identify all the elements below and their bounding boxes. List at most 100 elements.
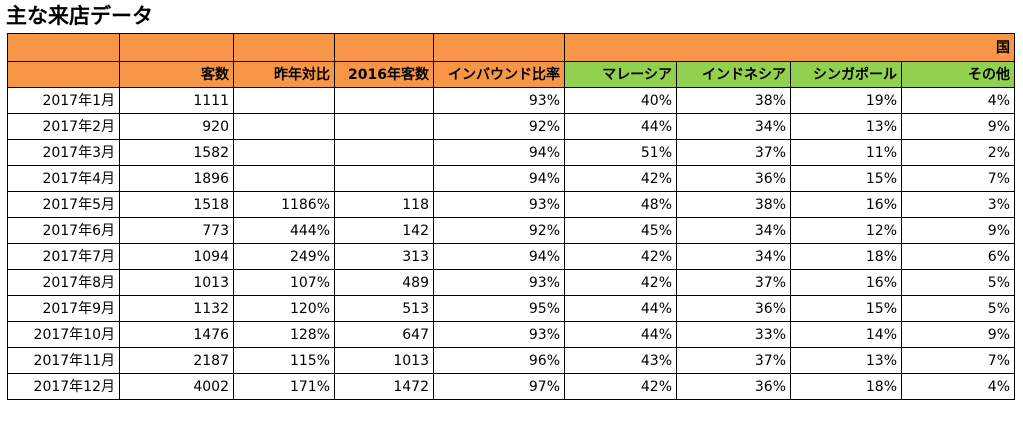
table-row: 2017年8月 1013 107% 489 93% 42% 37% 16% 5% bbox=[7, 269, 1015, 296]
table-row: 2017年9月 1132 120% 513 95% 44% 36% 15% 5% bbox=[7, 295, 1015, 322]
cell-yoy bbox=[233, 165, 335, 192]
cell-indonesia: 37% bbox=[676, 269, 791, 296]
cell-inbound-ratio: 95% bbox=[433, 295, 565, 322]
page-title: 主な来店データ bbox=[6, 4, 153, 28]
cell-inbound-ratio: 92% bbox=[433, 217, 565, 244]
cell-singapore: 19% bbox=[790, 87, 902, 114]
cell-singapore: 13% bbox=[790, 113, 902, 140]
cell-2016-visitors: 489 bbox=[334, 269, 434, 296]
cell-2016-visitors bbox=[334, 139, 434, 166]
table-row: 2017年10月 1476 128% 647 93% 44% 33% 14% 9% bbox=[7, 321, 1015, 348]
cell-malaysia: 51% bbox=[564, 139, 677, 166]
cell-month: 2017年10月 bbox=[7, 321, 120, 348]
cell-2016-visitors: 513 bbox=[334, 295, 434, 322]
cell-inbound-ratio: 94% bbox=[433, 243, 565, 270]
cell-malaysia: 42% bbox=[564, 269, 677, 296]
cell-singapore: 12% bbox=[790, 217, 902, 244]
table-row: 2017年5月 1518 1186% 118 93% 48% 38% 16% 3% bbox=[7, 191, 1015, 218]
cell-malaysia: 43% bbox=[564, 347, 677, 374]
cell-malaysia: 40% bbox=[564, 87, 677, 114]
cell-indonesia: 34% bbox=[676, 113, 791, 140]
cell-month: 2017年3月 bbox=[7, 139, 120, 166]
header-spacer bbox=[334, 33, 434, 62]
cell-indonesia: 34% bbox=[676, 217, 791, 244]
column-header-indonesia: インドネシア bbox=[676, 61, 791, 88]
header-spacer bbox=[433, 33, 565, 62]
cell-indonesia: 33% bbox=[676, 321, 791, 348]
cell-singapore: 16% bbox=[790, 269, 902, 296]
cell-singapore: 13% bbox=[790, 347, 902, 374]
cell-yoy: 120% bbox=[233, 295, 335, 322]
cell-visitors: 1582 bbox=[119, 139, 234, 166]
cell-2016-visitors bbox=[334, 113, 434, 140]
column-header-2016-visitors: 2016年客数 bbox=[334, 61, 434, 88]
cell-other: 5% bbox=[901, 295, 1015, 322]
store-visit-table: 国 客数 昨年対比 2016年客数 インバウンド比率 マレーシア インドネシア … bbox=[7, 33, 1015, 400]
cell-month: 2017年7月 bbox=[7, 243, 120, 270]
cell-visitors: 1518 bbox=[119, 191, 234, 218]
cell-inbound-ratio: 94% bbox=[433, 165, 565, 192]
column-header-other: その他 bbox=[901, 61, 1015, 88]
cell-indonesia: 36% bbox=[676, 295, 791, 322]
cell-yoy: 171% bbox=[233, 373, 335, 400]
cell-singapore: 14% bbox=[790, 321, 902, 348]
cell-inbound-ratio: 92% bbox=[433, 113, 565, 140]
cell-singapore: 11% bbox=[790, 139, 902, 166]
cell-singapore: 16% bbox=[790, 191, 902, 218]
column-header-visitors: 客数 bbox=[119, 61, 234, 88]
cell-month: 2017年4月 bbox=[7, 165, 120, 192]
cell-singapore: 15% bbox=[790, 295, 902, 322]
cell-visitors: 1111 bbox=[119, 87, 234, 114]
cell-month: 2017年12月 bbox=[7, 373, 120, 400]
cell-visitors: 1132 bbox=[119, 295, 234, 322]
cell-visitors: 4002 bbox=[119, 373, 234, 400]
cell-visitors: 1896 bbox=[119, 165, 234, 192]
cell-inbound-ratio: 96% bbox=[433, 347, 565, 374]
cell-2016-visitors bbox=[334, 165, 434, 192]
cell-yoy: 128% bbox=[233, 321, 335, 348]
cell-visitors: 1094 bbox=[119, 243, 234, 270]
table-row: 2017年1月 1111 93% 40% 38% 19% 4% bbox=[7, 87, 1015, 114]
cell-indonesia: 36% bbox=[676, 373, 791, 400]
cell-singapore: 15% bbox=[790, 165, 902, 192]
cell-yoy bbox=[233, 87, 335, 114]
cell-other: 9% bbox=[901, 113, 1015, 140]
cell-2016-visitors: 142 bbox=[334, 217, 434, 244]
cell-month: 2017年5月 bbox=[7, 191, 120, 218]
cell-malaysia: 42% bbox=[564, 373, 677, 400]
cell-other: 2% bbox=[901, 139, 1015, 166]
cell-inbound-ratio: 97% bbox=[433, 373, 565, 400]
cell-visitors: 1476 bbox=[119, 321, 234, 348]
cell-2016-visitors: 118 bbox=[334, 191, 434, 218]
cell-inbound-ratio: 93% bbox=[433, 269, 565, 296]
cell-month: 2017年9月 bbox=[7, 295, 120, 322]
header-row-group: 国 bbox=[7, 33, 1015, 62]
cell-malaysia: 44% bbox=[564, 321, 677, 348]
table-row: 2017年2月 920 92% 44% 34% 13% 9% bbox=[7, 113, 1015, 140]
cell-month: 2017年1月 bbox=[7, 87, 120, 114]
header-spacer bbox=[233, 33, 335, 62]
column-header-month bbox=[7, 61, 120, 88]
cell-visitors: 773 bbox=[119, 217, 234, 244]
cell-2016-visitors: 1013 bbox=[334, 347, 434, 374]
cell-other: 6% bbox=[901, 243, 1015, 270]
table-row: 2017年3月 1582 94% 51% 37% 11% 2% bbox=[7, 139, 1015, 166]
cell-other: 9% bbox=[901, 217, 1015, 244]
cell-indonesia: 37% bbox=[676, 347, 791, 374]
cell-inbound-ratio: 94% bbox=[433, 139, 565, 166]
cell-malaysia: 48% bbox=[564, 191, 677, 218]
table-row: 2017年11月 2187 115% 1013 96% 43% 37% 13% 7% bbox=[7, 347, 1015, 374]
cell-2016-visitors: 1472 bbox=[334, 373, 434, 400]
cell-other: 5% bbox=[901, 269, 1015, 296]
column-header-malaysia: マレーシア bbox=[564, 61, 677, 88]
cell-month: 2017年2月 bbox=[7, 113, 120, 140]
cell-yoy bbox=[233, 113, 335, 140]
column-header-singapore: シンガポール bbox=[790, 61, 902, 88]
header-spacer bbox=[7, 33, 120, 62]
cell-inbound-ratio: 93% bbox=[433, 191, 565, 218]
cell-yoy: 249% bbox=[233, 243, 335, 270]
cell-indonesia: 38% bbox=[676, 87, 791, 114]
cell-visitors: 920 bbox=[119, 113, 234, 140]
table-body: 2017年1月 1111 93% 40% 38% 19% 4% 2017年2月 920 92% 44… bbox=[7, 87, 1015, 400]
cell-yoy: 444% bbox=[233, 217, 335, 244]
